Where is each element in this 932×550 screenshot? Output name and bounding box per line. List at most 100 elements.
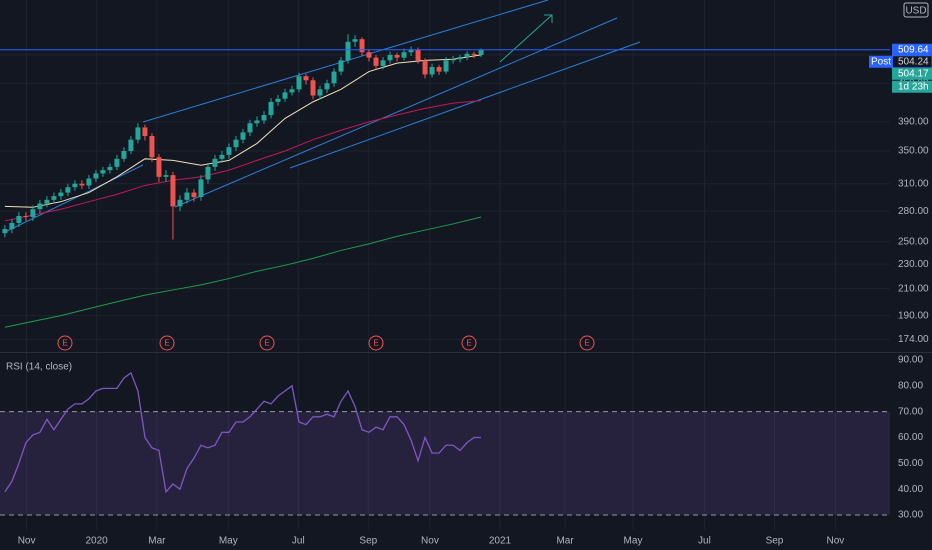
candle-body (107, 166, 113, 171)
price-label: 509.64 (898, 44, 929, 55)
candle-body (268, 101, 274, 116)
candle-body (429, 67, 435, 75)
earnings-icon (57, 335, 73, 351)
candle-body (471, 53, 477, 55)
candle-body (44, 199, 50, 204)
arrow (499, 14, 553, 63)
candle-body (16, 215, 22, 223)
candle-body (100, 170, 106, 174)
y-tick-label: 50.00 (898, 458, 923, 469)
candle-body (156, 157, 162, 177)
candle-body (226, 147, 232, 155)
candle-body (387, 54, 393, 61)
candle-body (415, 49, 421, 61)
candle-body (261, 115, 267, 121)
price-label-box (892, 67, 932, 80)
candle-body (219, 154, 225, 159)
x-tick-label: Sep (359, 536, 377, 547)
rsi-band (0, 411, 890, 516)
plot (0, 34, 890, 494)
x-tick-label: Nov (18, 536, 36, 547)
candle-body (394, 54, 400, 58)
y-tick-label: 30.00 (898, 510, 923, 521)
arrow-head (544, 14, 553, 23)
y-tick-label: 390.00 (898, 116, 929, 127)
candle-body (464, 53, 470, 58)
x-tick-label: Nov (826, 536, 844, 547)
candle-body (254, 120, 260, 124)
rsi-line (4, 371, 482, 494)
axes: Nov 2020 Mar May Jul Sep Nov 2021 Mar May Jul Sep No… (18, 43, 932, 547)
candle-body (303, 76, 309, 81)
candle-body (79, 183, 85, 186)
candle-body (359, 39, 365, 53)
rsi-title: RSI (14, close) (6, 362, 72, 373)
candle-body (338, 60, 344, 72)
post-label: Post (871, 56, 891, 67)
moving-average (4, 100, 482, 222)
candle-body (240, 132, 246, 140)
candle-body (142, 127, 148, 137)
y-tick-label: 190.00 (898, 310, 929, 321)
candle-body (177, 199, 183, 207)
candle-body (2, 229, 8, 234)
candle-body (401, 52, 407, 58)
y-tick-label: 350.00 (898, 146, 929, 157)
candle-body (9, 222, 15, 230)
candle-body (436, 67, 442, 72)
candle-body (317, 89, 323, 96)
post-box (869, 55, 893, 68)
earnings-label: E (164, 339, 169, 348)
x-tick-label: May (219, 536, 238, 547)
candle-body (170, 175, 176, 207)
candle-body (366, 52, 372, 58)
candle-body (86, 178, 92, 186)
y-tick-label: 70.00 (898, 406, 923, 417)
candle-body (352, 39, 358, 42)
candle-body (23, 215, 29, 217)
y-tick-label: 60.00 (898, 432, 923, 443)
earnings-icon (159, 335, 175, 351)
x-tick-label: Mar (556, 536, 574, 547)
candle-body (373, 57, 379, 66)
candle-body (408, 49, 414, 53)
candle-body (163, 175, 169, 177)
y-tick-label: 90.00 (898, 355, 923, 366)
earnings-icon (259, 335, 275, 351)
earnings-icon (579, 335, 595, 351)
moving-average (4, 54, 482, 208)
candle-body (380, 60, 386, 66)
trend-line (4, 164, 144, 233)
earnings-label: E (584, 339, 589, 348)
earnings-label: E (264, 339, 269, 348)
candle-body (128, 139, 134, 152)
candle-body (289, 89, 295, 93)
candle-body (30, 209, 36, 217)
y-tick-label: 250.00 (898, 236, 929, 247)
x-tick-label: 2020 (86, 536, 109, 547)
candle-body (324, 83, 330, 90)
candle-body (205, 166, 211, 180)
candle-body (58, 192, 64, 197)
candle-body (422, 60, 428, 75)
y-tick-label: 310.00 (898, 178, 929, 189)
candle-body (331, 71, 337, 84)
candle-body (212, 158, 218, 167)
x-tick-label: Nov (421, 536, 439, 547)
y-tick-label: 80.00 (898, 380, 923, 391)
x-tick-label: 2021 (489, 536, 512, 547)
countdown-box (892, 80, 932, 93)
currency-box (903, 2, 929, 18)
x-tick-label: Mar (148, 536, 166, 547)
candle-body (275, 98, 281, 102)
candle-body (93, 173, 99, 179)
candle-body (37, 203, 43, 210)
candle-body (191, 192, 197, 198)
earnings-icon (461, 335, 477, 351)
candle-body (247, 123, 253, 133)
candle-body (457, 57, 463, 60)
y-tick-label: 280.00 (898, 206, 929, 217)
x-tick-label: Jul (698, 536, 711, 547)
